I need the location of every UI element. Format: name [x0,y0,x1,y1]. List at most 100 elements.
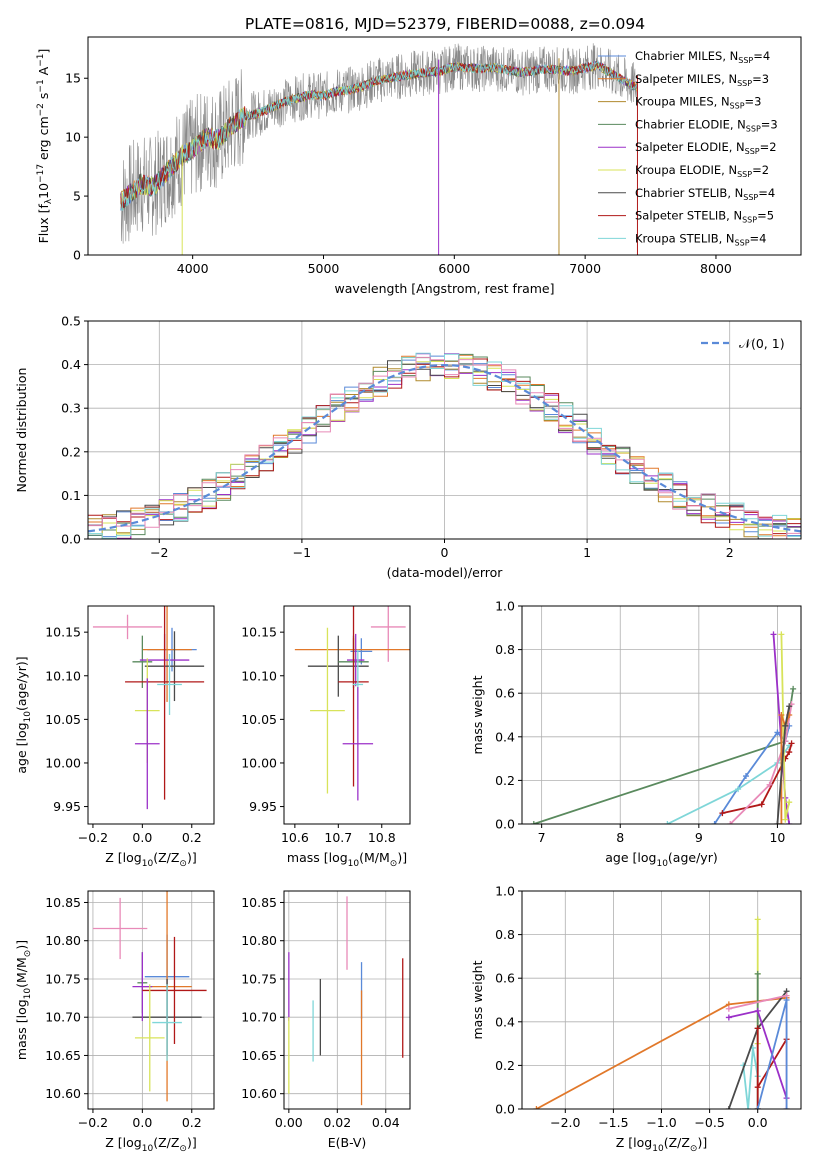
superscript: −2 [36,103,46,116]
x-tick-label: −0.2 [78,1115,108,1130]
subscript: SSP [746,124,761,133]
label-tail: =5 [757,209,774,223]
axes-frame [87,605,215,825]
weight-point [774,821,781,824]
y-tick-label: 0.2 [61,444,81,459]
x-tick-label: −1.5 [598,1115,628,1130]
y-axis-label: Normed distribution [14,368,29,493]
plot-area [88,321,801,539]
y-tick-label: 10.80 [45,933,81,948]
x-tick-label: 10 [769,830,785,845]
x-tick-label: 0.0 [132,1115,152,1130]
weight-series-3 [742,1047,759,1109]
label-tail: )] [697,1135,707,1150]
x-axis-label: age [log10(age/yr) [605,850,717,869]
label-tail: A [36,66,51,79]
y-tick-label: 0.4 [495,729,515,744]
x-tick-label: −1 [293,545,311,560]
legend-label-0: Chabrier MILES, NSSP=4 [635,49,770,65]
axes-frame [87,890,215,1110]
legend-label-6: Chabrier STELIB, NSSP=4 [635,186,775,202]
x-tick-label: −0.2 [78,830,108,845]
x-axis-label: Z [log10(Z/Z⊙)] [105,850,196,869]
label-tail: 10 [36,183,51,199]
y-tick-label: 0.0 [495,1102,515,1117]
panel-weight_vs_age: 7 8 9 10 0.0 0.2 0.4 0.6 0.8 1.0 age [log10(age/yr… [470,599,802,869]
x-axis-label: Z [log10(Z/Z⊙)] [105,1135,196,1154]
panel-weight_vs_Z: −2.0 −1.5 −1.0 −0.5 0.0 0.0 0.2 0.4 0.6 0.8 1.0 Z [… [470,884,802,1154]
panel-residual_hist: 𝒩(0, 1) −2 −1 0 1 2 0.0 0.1 0.2 0.3 0.4 0.5 (data-mo… [14,314,802,580]
normal-curve [88,363,801,533]
label-tail: =4 [753,49,770,63]
plot-area [92,606,205,810]
weight-point [725,1106,732,1109]
label-tail: erg cm [36,116,51,164]
y-tick-label: 15 [65,71,81,86]
subscript: 10 [656,859,668,869]
x-axis-label: Z [log10(Z/Z⊙)] [616,1135,707,1154]
y-tick-label: 1.0 [495,884,515,899]
y-tick-label: 10.15 [241,625,277,640]
weight-series-4 [729,703,793,824]
y-tick-label: 10.05 [45,712,81,727]
legend-label-5: Kroupa ELODIE, NSSP=2 [635,163,769,179]
y-tick-label: 10.10 [45,668,81,683]
model-spectrum-6 [120,60,638,210]
weight-point [754,1084,761,1091]
weight-point [778,631,785,638]
y-tick-label: 10.15 [45,625,81,640]
subscript: SSP [730,102,745,111]
y-tick-label: 10.05 [241,712,277,727]
subscript: SSP [745,147,760,156]
weight-point [711,821,718,824]
y-tick-label: 0.5 [61,314,81,329]
weight-point [786,749,793,756]
y-tick-label: 0.4 [495,1014,515,1029]
label-tail: =3 [761,117,778,131]
weight-point [745,1106,752,1109]
x-tick-label: 0.2 [182,1115,202,1130]
y-tick-label: 9.95 [53,799,81,814]
y-tick-label: 10.85 [45,895,81,910]
y-tick-label: 10.70 [45,1010,81,1025]
label-tail: ] [36,49,51,54]
y-tick-label: 10.65 [241,1048,277,1063]
x-tick-label: 1 [583,545,591,560]
y-tick-label: 10 [65,130,81,145]
superscript: −1 [36,79,46,92]
x-tick-label: −1.0 [646,1115,676,1130]
label-tail: =3 [745,95,762,109]
y-tick-label: 10.60 [45,1086,81,1101]
subscript: 10 [142,859,154,869]
x-tick-label: 0.0 [748,1115,768,1130]
subscript: ⊙ [390,859,398,869]
weight-series-5 [756,1028,788,1109]
weight-point [758,801,765,808]
subscript: ⊙ [690,1144,698,1154]
y-tick-label: 10.75 [241,971,277,986]
label-tail: =3 [752,72,769,86]
weight-point [766,781,773,788]
x-axis-label: wavelength [Angstrom, rest frame] [334,281,554,296]
legend-label-normal: 𝒩(0, 1) [739,336,785,351]
subscript: ⊙ [23,950,33,958]
y-tick-label: 10.00 [241,755,277,770]
weight-point [788,740,795,747]
y-tick-label: 0.2 [495,773,515,788]
subscript: ⊙ [179,1144,187,1154]
y-tick-label: 0.1 [61,488,81,503]
weight-series-0 [533,688,794,824]
x-axis-label: mass [log10(M/M⊙)] [287,850,407,869]
plot-area [294,606,410,801]
x-tick-label: −2.0 [550,1115,580,1130]
subscript: 10 [348,859,360,869]
subscript: 10 [142,1144,154,1154]
x-tick-label: 0.0 [132,830,152,845]
y-tick-label: 0.6 [495,686,515,701]
weight-point [782,722,789,729]
axes-frame [283,890,411,1110]
x-tick-label: 7 [538,830,546,845]
x-tick-label: −0.5 [694,1115,724,1130]
weight-series-8 [756,999,788,1109]
